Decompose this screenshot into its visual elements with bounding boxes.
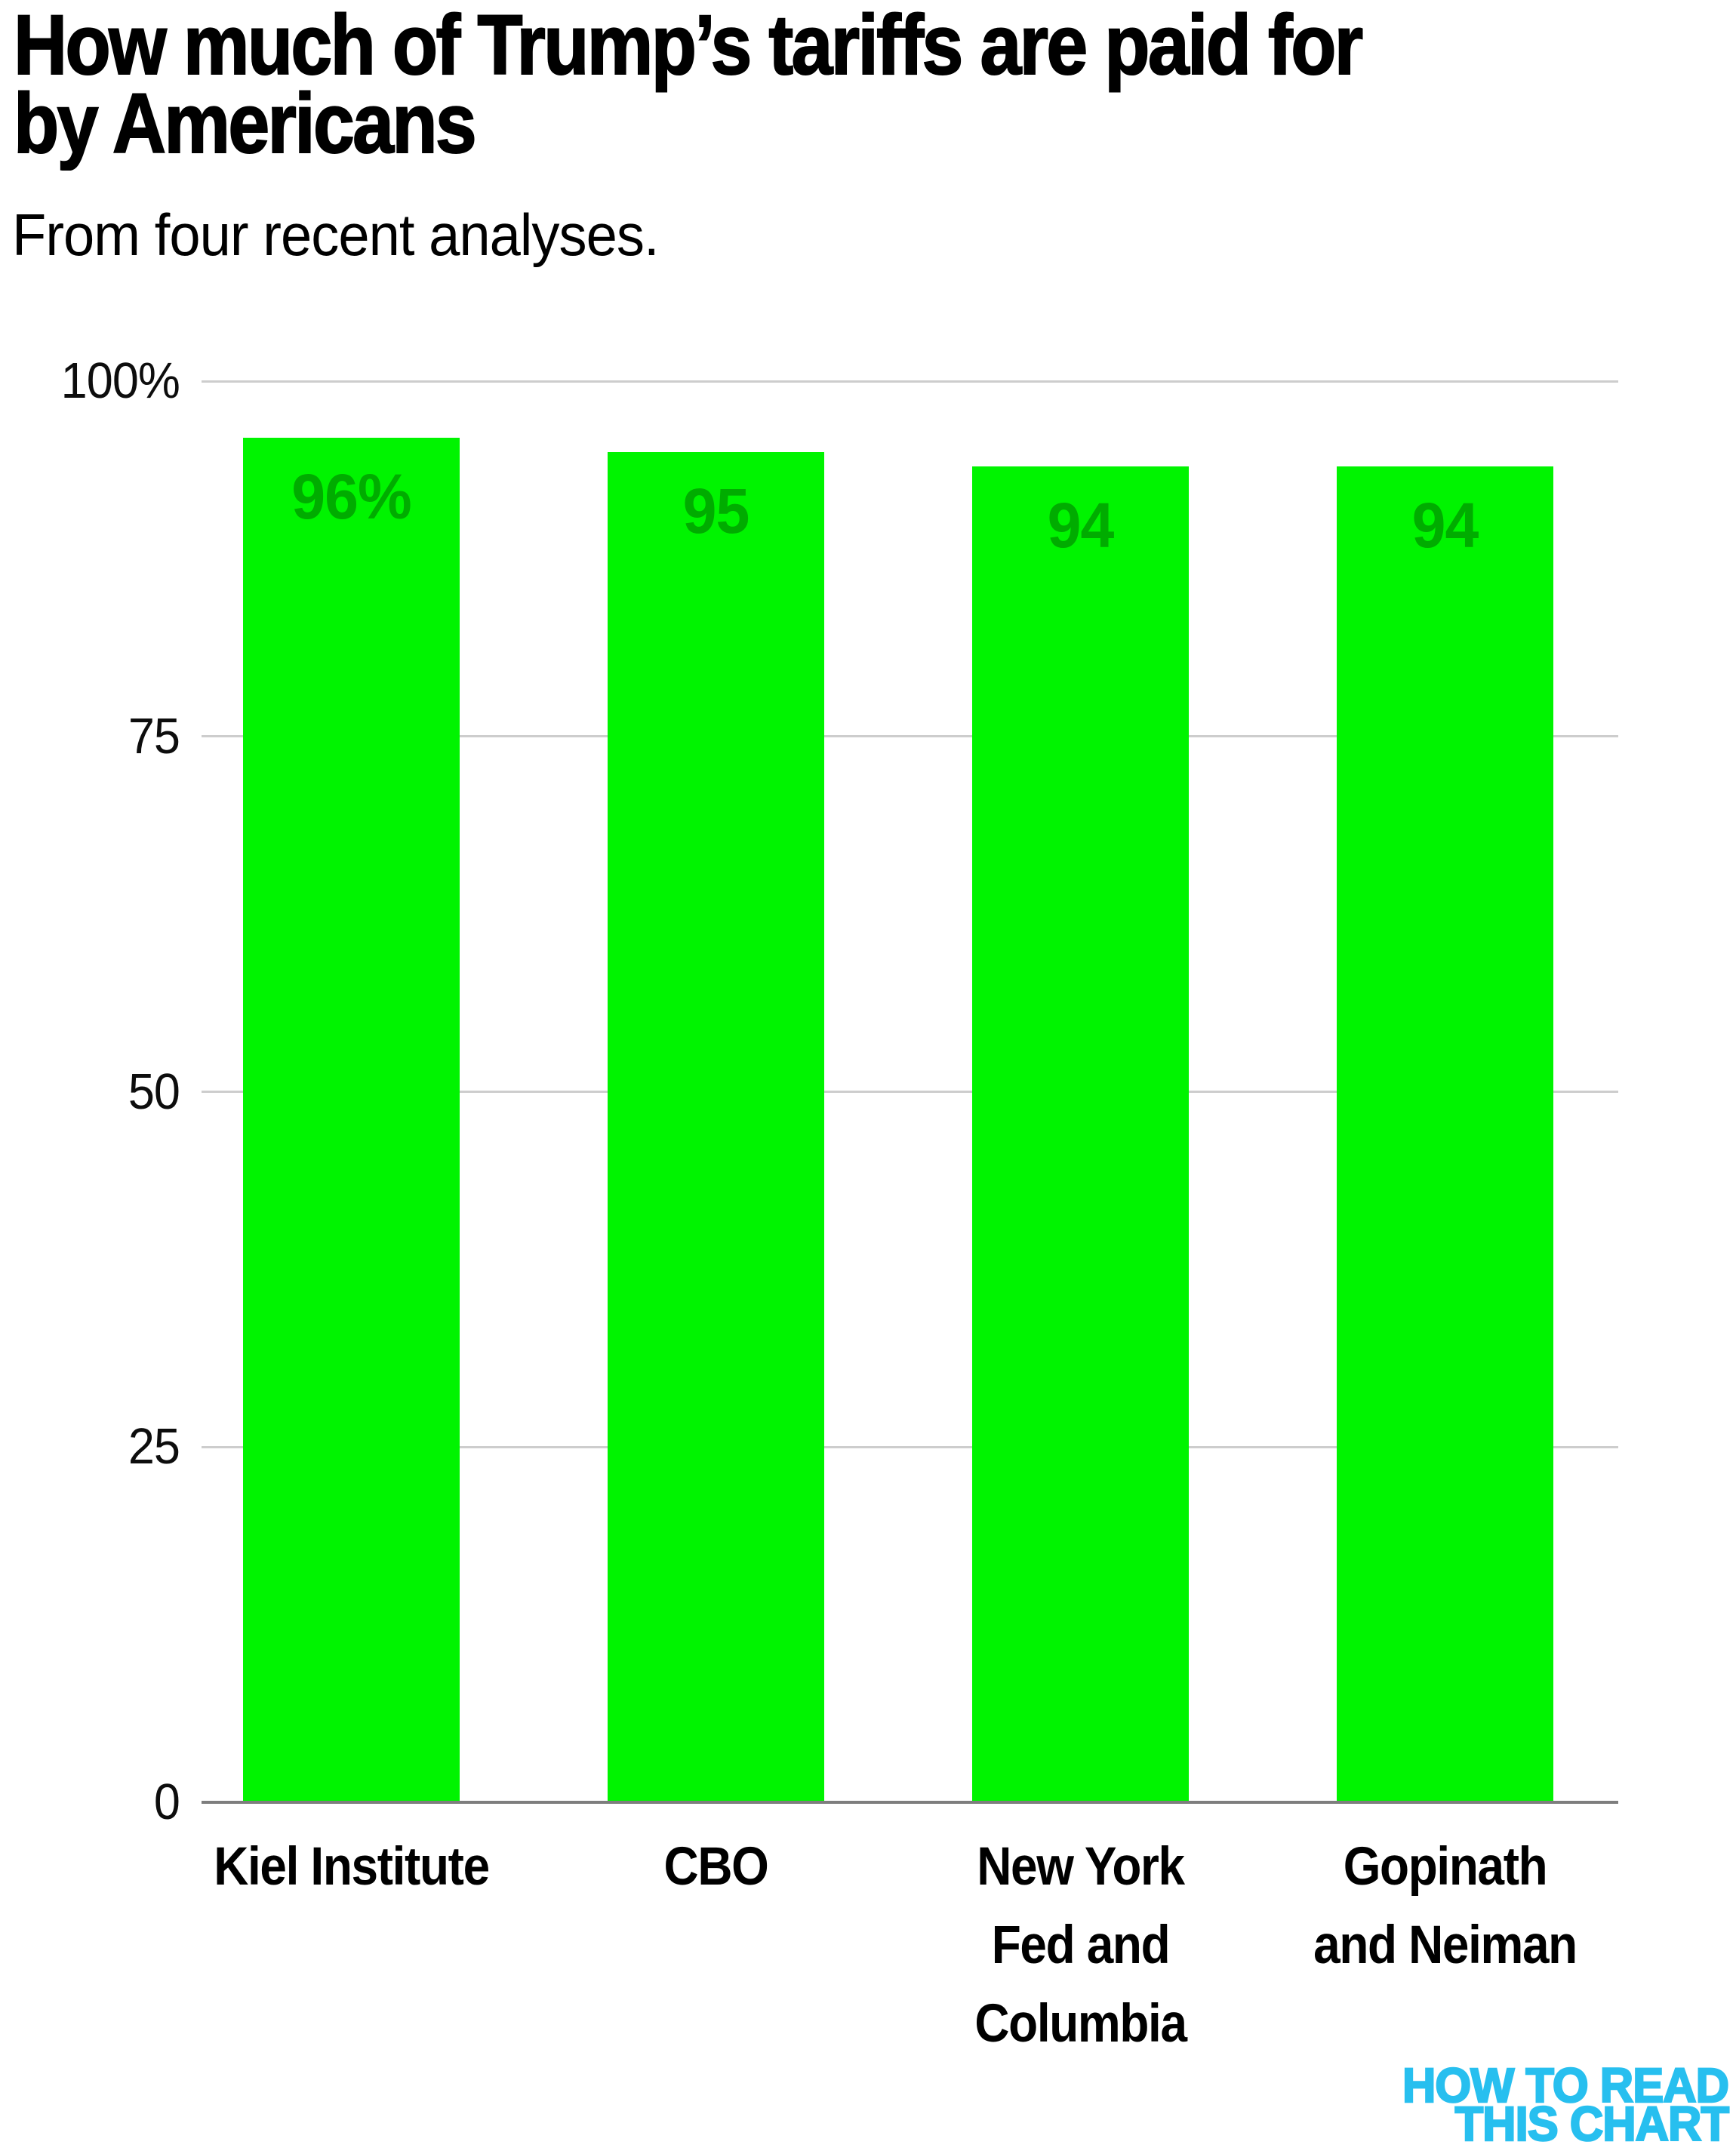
x-tick-label-line: New York [977, 1837, 1185, 1897]
gridline-100 [202, 380, 1618, 383]
y-tick-label-0: 0 [153, 1774, 180, 1830]
brand-logo-line-2: THIS CHART [1454, 2097, 1730, 2151]
bar-value-label-cbo: 95 [682, 475, 750, 547]
x-tick-label-new-york-fed-and-columbia: New York Fed and Columbia [916, 1828, 1245, 2063]
y-tick-label-75: 75 [128, 707, 180, 765]
gridline-75 [202, 735, 1618, 738]
chart-subtitle: From four recent analyses. [12, 202, 660, 268]
x-tick-label-kiel-institute: Kiel Institute [187, 1828, 516, 1906]
x-tick-label-gopinath-and-neiman: Gopinath and Neiman [1281, 1828, 1609, 1985]
bar-new-york-fed-and-columbia: 94 [972, 466, 1189, 1802]
y-tick-label-100: 100% [60, 352, 180, 409]
bar-kiel-institute: 96% [243, 438, 460, 1802]
y-tick-label-25: 25 [128, 1418, 180, 1475]
x-tick-label-line: Gopinath [1343, 1837, 1548, 1897]
y-tick-label-50: 50 [128, 1063, 180, 1120]
chart-title: How much of Trump’s tariffs are paid for… [13, 0, 1364, 171]
brand-logo-line-1: HOW TO READ [1402, 2058, 1730, 2112]
chart-title-line-2: by Americans [13, 76, 477, 171]
chart-title-line-1: How much of Trump’s tariffs are paid for [13, 0, 1364, 92]
bar-value-label-kiel-institute: 96% [291, 461, 411, 533]
bar-gopinath-and-neiman: 94 [1337, 466, 1553, 1802]
bar-cbo: 95 [608, 452, 824, 1802]
x-tick-label-line: and Neiman [1313, 1916, 1577, 1975]
bar-value-label-new-york-fed-and-columbia: 94 [1047, 489, 1115, 561]
gridline-50 [202, 1091, 1618, 1093]
bar-value-label-gopinath-and-neiman: 94 [1411, 489, 1479, 561]
gridline-25 [202, 1445, 1618, 1448]
x-tick-label-line: Kiel Institute [214, 1837, 490, 1897]
x-tick-label-line: CBO [663, 1837, 769, 1897]
brand-logo: HOW TO READ THIS CHART [1402, 2058, 1730, 2151]
x-tick-label-line: Columbia [974, 1994, 1187, 2054]
x-axis-baseline [202, 1801, 1618, 1804]
x-tick-label-cbo: CBO [552, 1828, 880, 1906]
x-tick-label-line: Fed and [991, 1916, 1171, 1975]
